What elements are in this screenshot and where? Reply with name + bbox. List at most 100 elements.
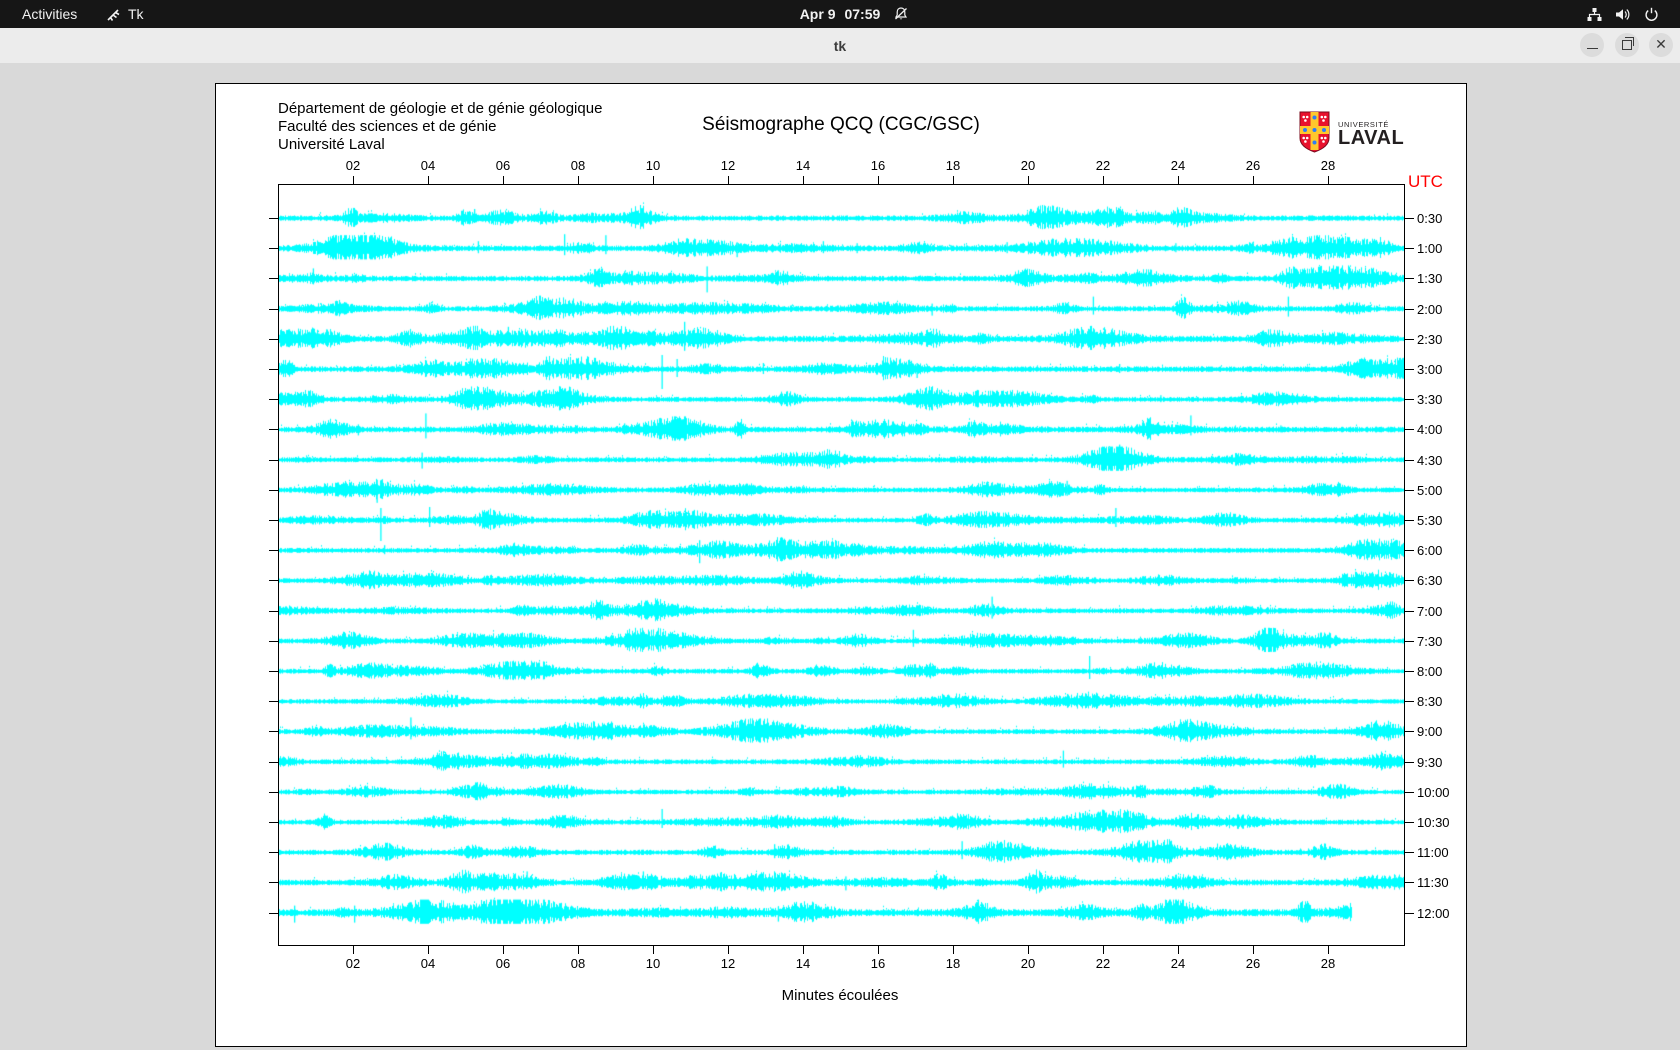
y-tick-left	[269, 701, 278, 703]
x-tick-top	[1328, 176, 1329, 184]
x-tick-top	[1253, 176, 1254, 184]
x-tick-bottom	[803, 946, 804, 954]
logo-universite-text: UNIVERSITÉ	[1338, 120, 1390, 129]
plot-title: Séismographe QCQ (CGC/GSC)	[702, 114, 980, 135]
x-tick-top	[803, 176, 804, 184]
clock-menu[interactable]: Apr 9 07:59	[0, 0, 1680, 28]
y-time-label: 7:30	[1417, 633, 1443, 649]
y-tick-left	[269, 399, 278, 401]
y-tick-right	[1405, 912, 1414, 914]
x-tick-top	[1103, 176, 1104, 184]
x-tick-label-bottom: 14	[795, 956, 811, 971]
y-time-label: 0:30	[1417, 211, 1443, 226]
y-tick-right	[1405, 550, 1414, 552]
network-wired-icon[interactable]	[1586, 0, 1603, 28]
y-time-label: 3:30	[1417, 392, 1443, 408]
clock-time[interactable]: 07:59	[844, 6, 881, 22]
y-time-label: 6:30	[1417, 573, 1443, 589]
y-tick-left	[269, 731, 278, 733]
x-tick-label-bottom: 08	[570, 956, 586, 971]
y-time-label: 12:00	[1417, 905, 1450, 921]
header-line-2: Faculté des sciences et de génie	[278, 118, 497, 135]
plot-frame	[278, 184, 1405, 946]
y-time-label: 5:00	[1417, 482, 1443, 498]
x-tick-bottom	[878, 946, 879, 954]
seismograph-panel: Département de géologie et de génie géol…	[215, 83, 1467, 1047]
y-tick-left	[269, 882, 278, 884]
y-tick-left	[269, 338, 278, 340]
x-tick-label-top: 04	[420, 158, 436, 173]
x-tick-bottom	[578, 946, 579, 954]
y-time-label: 7:00	[1417, 603, 1443, 619]
y-tick-right	[1405, 218, 1414, 219]
y-tick-left	[269, 852, 278, 854]
y-tick-right	[1405, 640, 1414, 642]
laval-shield-icon	[1299, 111, 1330, 158]
x-tick-label-bottom: 02	[345, 956, 361, 971]
x-tick-label-top: 28	[1320, 158, 1336, 173]
y-tick-right	[1405, 882, 1414, 884]
window-title: tk	[833, 37, 847, 54]
y-tick-right	[1405, 520, 1414, 521]
x-tick-label-bottom: 20	[1020, 956, 1036, 971]
window-title-bar[interactable]: tk	[0, 28, 1680, 64]
volume-icon[interactable]	[1614, 0, 1631, 28]
y-tick-right	[1405, 822, 1414, 823]
x-tick-top	[728, 176, 729, 184]
y-time-label: 5:30	[1417, 513, 1443, 528]
x-tick-label-top: 20	[1020, 158, 1036, 173]
close-button[interactable]: ✕	[1649, 33, 1673, 57]
x-tick-label-top: 14	[795, 158, 811, 173]
x-tick-bottom	[1253, 946, 1254, 954]
tk-icon	[106, 7, 121, 22]
x-tick-label-top: 24	[1170, 158, 1186, 173]
activities-button[interactable]: Activities	[22, 6, 78, 22]
x-tick-label-bottom: 16	[870, 956, 886, 971]
y-time-label: 9:00	[1417, 724, 1443, 740]
focused-app-menu[interactable]: Tk	[106, 0, 144, 28]
x-tick-top	[503, 176, 504, 184]
x-tick-top	[878, 176, 879, 184]
y-tick-left	[269, 278, 278, 280]
power-icon[interactable]	[1643, 0, 1660, 28]
x-tick-label-top: 18	[945, 158, 961, 173]
y-time-label: 6:00	[1417, 543, 1443, 559]
notifications-disabled-icon	[893, 0, 909, 28]
y-tick-left	[269, 248, 278, 250]
y-tick-right	[1405, 852, 1414, 854]
clock-date[interactable]: Apr 9	[799, 6, 836, 22]
y-tick-right	[1405, 791, 1414, 793]
header-line-3: Université Laval	[278, 136, 385, 153]
utc-label: UTC	[1408, 172, 1443, 191]
y-tick-right	[1405, 308, 1414, 310]
y-tick-right	[1405, 671, 1414, 672]
maximize-button[interactable]	[1615, 33, 1639, 57]
x-tick-top	[653, 176, 654, 184]
x-tick-bottom	[353, 946, 354, 954]
y-tick-left	[269, 610, 278, 612]
y-time-label: 4:00	[1417, 422, 1443, 438]
window-content: Département de géologie et de génie géol…	[0, 63, 1680, 1050]
y-time-label: 10:00	[1417, 784, 1450, 800]
y-tick-left	[269, 308, 278, 310]
x-tick-bottom	[428, 946, 429, 954]
x-tick-top	[428, 176, 429, 184]
y-tick-right	[1405, 610, 1414, 612]
x-tick-label-top: 12	[720, 158, 736, 173]
y-tick-left	[269, 912, 278, 914]
y-tick-right	[1405, 731, 1414, 733]
x-tick-label-top: 06	[495, 158, 511, 173]
x-tick-top	[953, 176, 954, 184]
logo-laval-text: LAVAL	[1338, 127, 1405, 149]
y-time-label: 2:00	[1417, 301, 1443, 317]
x-tick-label-bottom: 24	[1170, 956, 1186, 971]
x-axis-title: Minutes écoulées	[781, 987, 899, 1004]
y-tick-left	[269, 761, 278, 763]
y-tick-right	[1405, 278, 1414, 280]
y-time-label: 1:30	[1417, 271, 1443, 287]
x-tick-label-bottom: 12	[720, 956, 736, 971]
x-tick-top	[578, 176, 579, 184]
y-tick-right	[1405, 369, 1414, 370]
x-tick-bottom	[728, 946, 729, 954]
minimize-button[interactable]	[1580, 33, 1604, 57]
